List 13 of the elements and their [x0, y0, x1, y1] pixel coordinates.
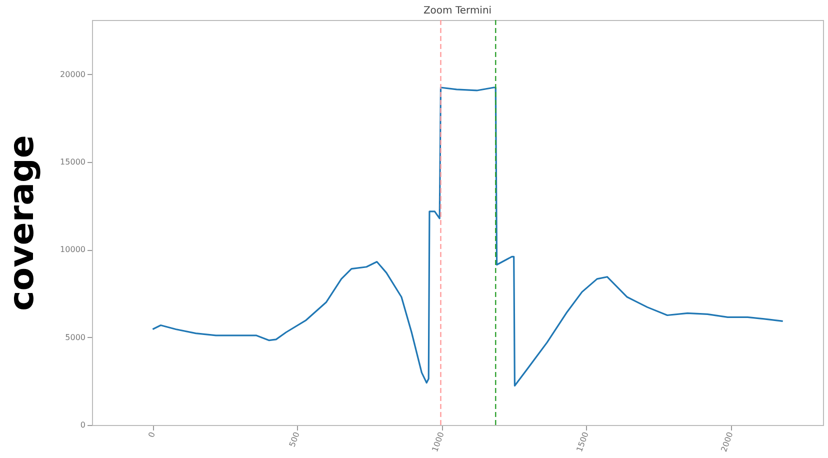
x-tick-label: 500: [288, 430, 302, 448]
y-axis-title: coverage: [2, 135, 42, 311]
y-tick-label: 10000: [60, 245, 86, 254]
x-tick-label: 2000: [719, 430, 735, 453]
x-tick-label: 1500: [574, 430, 590, 453]
x-tick-label: 0: [146, 430, 157, 439]
line-series: [152, 86, 784, 387]
x-tick-label: 1000: [430, 430, 446, 453]
chart-title: Zoom Termini: [423, 5, 492, 16]
y-tick-label: 5000: [65, 332, 86, 342]
y-tick-label: 20000: [60, 70, 86, 79]
y-tick-label: 15000: [60, 158, 86, 167]
y-tick-label: 0: [80, 420, 86, 430]
